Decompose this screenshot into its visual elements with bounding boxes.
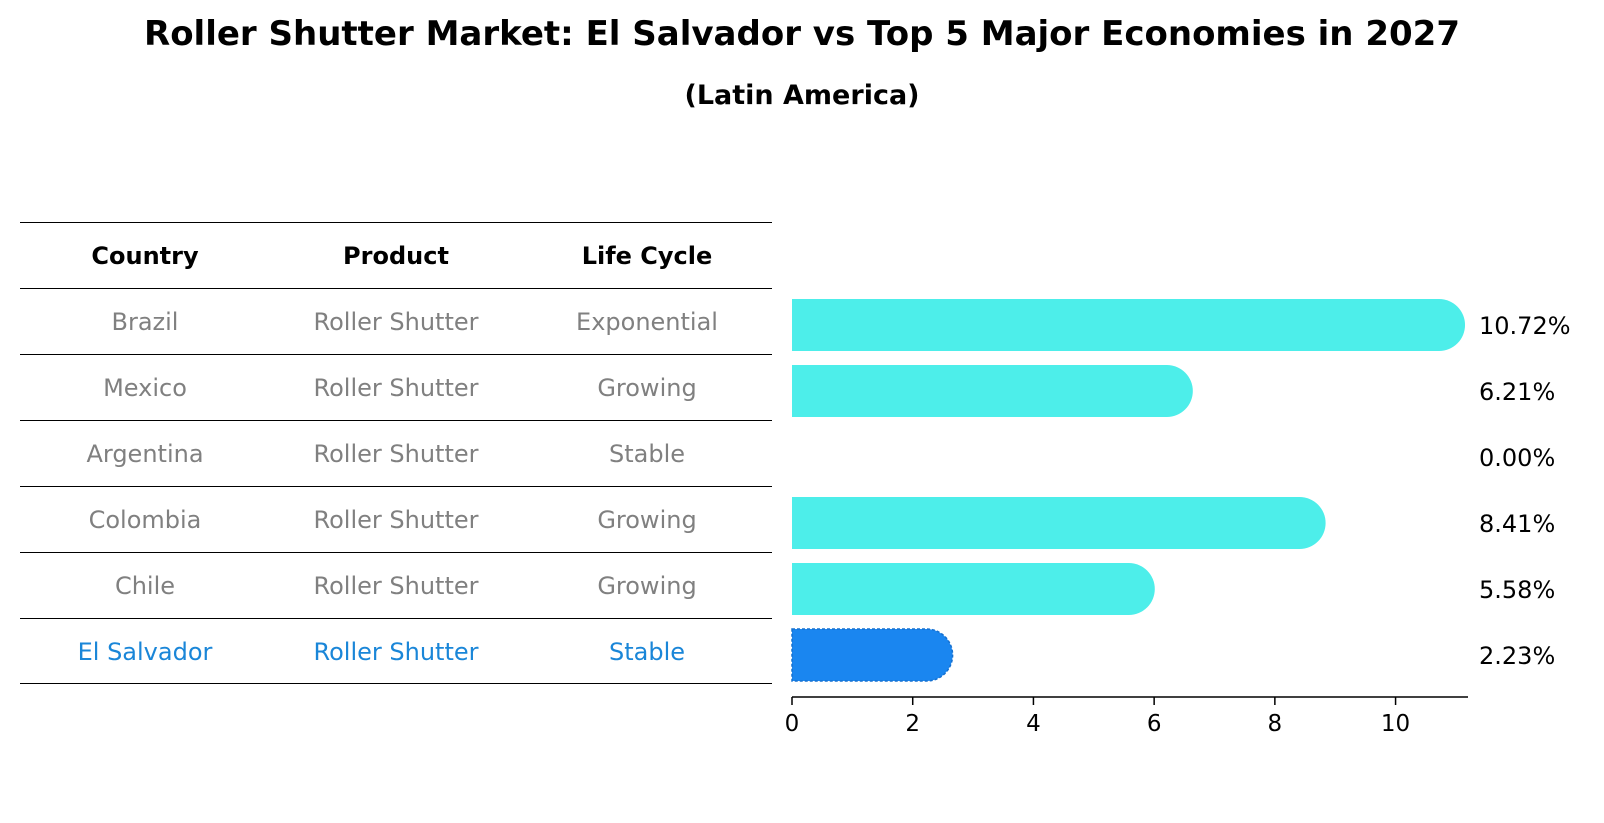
x-axis-tick-label: 10 — [1381, 711, 1410, 737]
product-cell: Roller Shutter — [313, 638, 479, 666]
product-cell: Roller Shutter — [313, 374, 479, 402]
x-axis-tick-label: 4 — [1026, 711, 1041, 737]
header-life-cycle: Life Cycle — [581, 242, 713, 270]
life-cycle-cell: Stable — [608, 440, 686, 468]
bar — [792, 299, 1466, 351]
table-row-highlight: El Salvador Roller Shutter Stable — [20, 618, 772, 684]
table-row: Brazil Roller Shutter Exponential — [20, 288, 772, 354]
chart-subtitle: (Latin America) — [684, 80, 920, 111]
life-cycle-cell: Growing — [597, 374, 697, 402]
x-axis-tick-label: 2 — [905, 711, 920, 737]
x-axis-tick-label: 8 — [1268, 711, 1283, 737]
header-country: Country — [91, 242, 199, 270]
header-product: Product — [343, 242, 449, 270]
product-cell: Roller Shutter — [313, 572, 479, 600]
bar-value-label: 6.21% — [1479, 378, 1555, 406]
bar-value-label: 5.58% — [1479, 576, 1555, 604]
country-cell: Argentina — [86, 440, 204, 468]
life-cycle-cell: Growing — [597, 506, 697, 534]
life-cycle-cell: Growing — [597, 572, 697, 600]
bar-value-label: 8.41% — [1479, 510, 1555, 538]
bar — [792, 563, 1155, 615]
table-row: Argentina Roller Shutter Stable — [20, 420, 772, 486]
product-cell: Roller Shutter — [313, 308, 479, 336]
bar-value-label: 0.00% — [1479, 444, 1555, 472]
table-row: Chile Roller Shutter Growing — [20, 552, 772, 618]
table-header-row: Country Product Life Cycle — [20, 222, 772, 288]
table-row: Colombia Roller Shutter Growing — [20, 486, 772, 552]
x-axis-tick-label: 0 — [785, 711, 800, 737]
x-axis-tick-label: 6 — [1147, 711, 1162, 737]
life-cycle-cell: Exponential — [576, 308, 718, 336]
bar — [792, 365, 1193, 417]
bar — [792, 497, 1326, 549]
bar-value-label: 2.23% — [1479, 642, 1555, 670]
country-cell: El Salvador — [77, 638, 213, 666]
chart-title: Roller Shutter Market: El Salvador vs To… — [144, 14, 1460, 54]
country-cell: Mexico — [103, 374, 187, 402]
country-cell: Brazil — [111, 308, 179, 336]
table-row: Mexico Roller Shutter Growing — [20, 354, 772, 420]
product-cell: Roller Shutter — [313, 440, 479, 468]
country-cell: Chile — [114, 572, 176, 600]
country-cell: Colombia — [88, 506, 202, 534]
highlight-bar — [791, 628, 954, 682]
life-cycle-cell: Stable — [608, 638, 686, 666]
product-cell: Roller Shutter — [313, 506, 479, 534]
data-table: Country Product Life Cycle Brazil Roller… — [20, 222, 772, 684]
bar-value-label: 10.72% — [1479, 312, 1571, 340]
